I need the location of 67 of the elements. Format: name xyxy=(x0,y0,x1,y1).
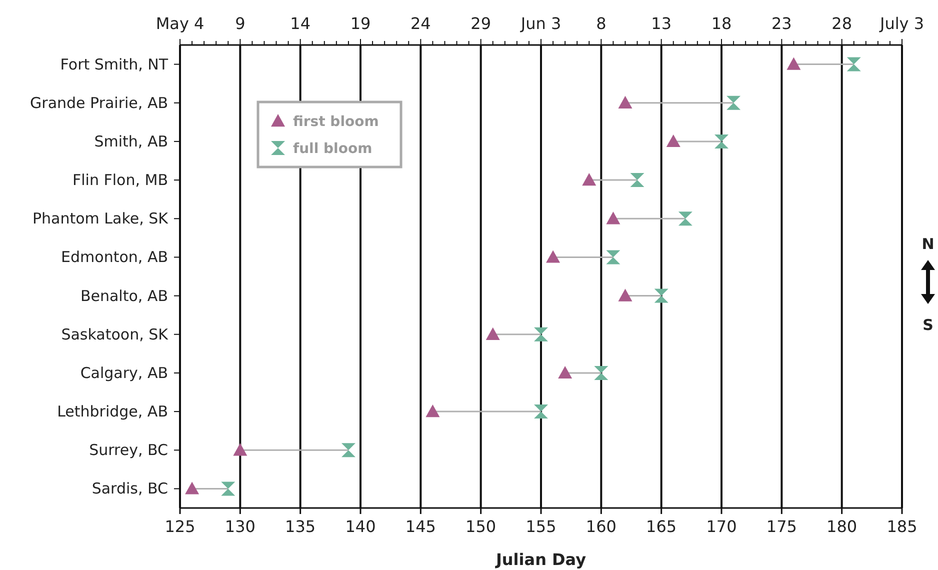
point xyxy=(678,212,692,226)
point xyxy=(714,134,728,148)
x-tick-label: 185 xyxy=(886,517,918,536)
point xyxy=(341,443,356,458)
x2-tick-label: 14 xyxy=(290,14,311,33)
x2-tick-label: 24 xyxy=(410,14,431,33)
point xyxy=(594,366,608,380)
y-tick-label: Smith, AB xyxy=(94,132,168,150)
text: S xyxy=(922,316,934,334)
point xyxy=(618,96,632,108)
point xyxy=(582,173,596,186)
point xyxy=(534,327,548,342)
x-tick-label: 180 xyxy=(826,517,858,536)
x-tick-label: 165 xyxy=(646,517,677,536)
x2-tick-label: Jun 3 xyxy=(520,14,562,33)
point xyxy=(606,212,620,224)
x2-tick-label: 13 xyxy=(651,14,672,33)
point xyxy=(786,57,801,70)
point xyxy=(558,366,572,379)
point xyxy=(546,250,560,263)
point xyxy=(666,134,680,148)
legend-label: first bloom xyxy=(293,114,379,130)
y-tick-label: Surrey, BC xyxy=(89,441,168,460)
point xyxy=(726,96,741,110)
point xyxy=(233,443,248,456)
y-tick-label: Edmonton, AB xyxy=(61,248,168,266)
text: N xyxy=(922,235,934,253)
x2-tick-label: 8 xyxy=(596,14,606,33)
y-tick-label: Saskatoon, SK xyxy=(61,325,170,344)
point xyxy=(426,404,440,418)
x-tick-label: 140 xyxy=(345,517,376,536)
x-tick-label: 170 xyxy=(706,517,737,536)
point xyxy=(618,288,632,302)
point xyxy=(846,57,861,72)
x-axis-title: Julian Day xyxy=(494,550,587,569)
point xyxy=(630,173,644,188)
x2-tick-label: May 4 xyxy=(156,14,204,33)
x-tick-label: 150 xyxy=(466,517,496,536)
point xyxy=(606,250,620,264)
point xyxy=(534,404,548,419)
x-tick-label: 160 xyxy=(586,517,616,536)
x2-tick-label: 23 xyxy=(771,14,792,33)
point xyxy=(486,327,500,340)
y-tick-label: Grande Prairie, AB xyxy=(30,94,168,112)
y-tick-label: Phantom Lake, SK xyxy=(32,210,170,228)
x-tick-label: 155 xyxy=(526,517,556,536)
x2-tick-label: 18 xyxy=(711,14,732,33)
x-tick-label: 145 xyxy=(405,517,436,536)
x2-tick-label: 9 xyxy=(235,14,246,33)
x-tick-label: 175 xyxy=(766,517,797,536)
x-tick-label: 135 xyxy=(285,517,316,536)
y-tick-label: Flin Flon, MB xyxy=(72,171,168,190)
y-tick-label: Calgary, AB xyxy=(80,364,168,382)
point xyxy=(221,482,236,496)
y-tick-label: Lethbridge, AB xyxy=(57,402,168,421)
y-tick-label: Fort Smith, NT xyxy=(60,55,169,74)
x2-tick-label: 19 xyxy=(350,14,371,33)
point xyxy=(654,288,668,303)
x-tick-label: 130 xyxy=(224,517,256,536)
y-tick-label: Benalto, AB xyxy=(80,286,168,305)
x2-tick-label: 29 xyxy=(470,14,492,33)
y-tick-label: Sardis, BC xyxy=(92,480,168,498)
x2-tick-label: July 3 xyxy=(878,14,924,33)
legend-label: full bloom xyxy=(293,141,372,157)
point xyxy=(185,482,200,494)
x-tick-label: 125 xyxy=(164,517,196,536)
x2-tick-label: 28 xyxy=(832,14,852,33)
